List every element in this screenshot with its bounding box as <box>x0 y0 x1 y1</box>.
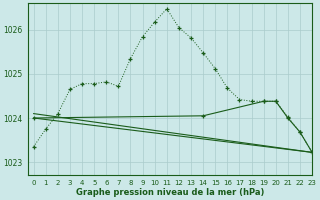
X-axis label: Graphe pression niveau de la mer (hPa): Graphe pression niveau de la mer (hPa) <box>76 188 264 197</box>
